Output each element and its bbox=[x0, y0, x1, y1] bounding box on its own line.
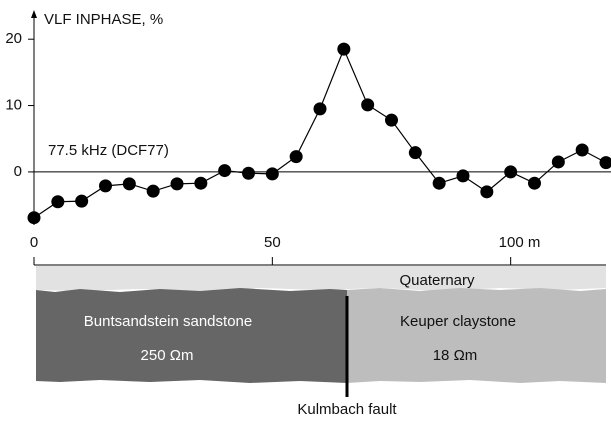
data-point bbox=[313, 102, 327, 116]
quaternary-layer bbox=[36, 266, 606, 291]
data-point bbox=[194, 176, 208, 190]
y-tick-label: 10 bbox=[5, 97, 22, 114]
y-tick-label: 0 bbox=[14, 163, 22, 180]
data-point bbox=[361, 98, 375, 112]
data-point bbox=[385, 113, 398, 127]
data-point bbox=[551, 155, 565, 169]
data-point bbox=[599, 156, 611, 170]
data-point bbox=[265, 167, 279, 181]
data-point bbox=[122, 177, 136, 191]
data-point bbox=[408, 146, 422, 160]
data-point bbox=[51, 195, 65, 209]
data-point bbox=[337, 42, 351, 56]
right-unit-label: Keuper claystone bbox=[400, 313, 516, 330]
data-point bbox=[146, 184, 160, 198]
fault-label: Kulmbach fault bbox=[297, 401, 397, 418]
left-resistivity-label: 250 Ωm bbox=[141, 347, 194, 364]
x-tick-label: 0 bbox=[30, 234, 38, 251]
data-point bbox=[528, 176, 541, 190]
data-point bbox=[75, 194, 89, 208]
data-point bbox=[456, 169, 470, 183]
annotation: 77.5 kHz (DCF77) bbox=[48, 142, 169, 159]
data-point bbox=[504, 165, 518, 179]
y-axis-label: VLF INPHASE, % bbox=[44, 11, 163, 28]
data-point bbox=[27, 211, 41, 225]
quaternary-label: Quaternary bbox=[399, 272, 475, 289]
x-tick-label: 100 m bbox=[499, 234, 541, 251]
data-line bbox=[33, 47, 607, 219]
data-point bbox=[289, 150, 303, 164]
data-point bbox=[218, 164, 232, 178]
data-point bbox=[99, 179, 112, 193]
x-tick-label: 50 bbox=[264, 234, 281, 251]
buntsandstein-layer bbox=[36, 288, 347, 383]
data-point bbox=[575, 143, 589, 157]
data-point bbox=[170, 177, 184, 191]
right-resistivity-label: 18 Ωm bbox=[433, 347, 478, 364]
data-point bbox=[480, 185, 494, 199]
y-axis-arrow bbox=[31, 10, 37, 18]
data-point bbox=[432, 176, 446, 190]
data-point bbox=[242, 166, 255, 180]
keuper-layer bbox=[347, 288, 606, 383]
y-tick-label: 20 bbox=[5, 30, 22, 47]
left-unit-label: Buntsandstein sandstone bbox=[84, 313, 252, 330]
